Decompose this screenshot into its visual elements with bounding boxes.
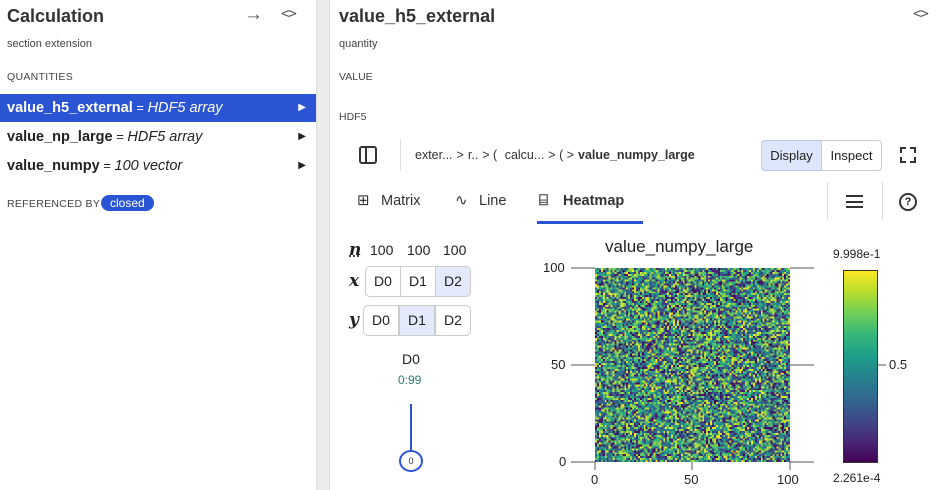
toolbar-divider xyxy=(827,182,828,220)
toolbar-divider xyxy=(882,182,883,220)
colorbar-mid-label: 0.5 xyxy=(889,357,908,372)
quantity-type: HDF5 array xyxy=(147,100,223,116)
arrow-right-icon[interactable]: → xyxy=(244,4,263,25)
code-icon[interactable]: <> xyxy=(281,6,297,22)
line-chart-icon: ∿ xyxy=(455,192,468,209)
x-tick-label: 0 xyxy=(591,472,599,487)
dim-size: 100 xyxy=(443,242,467,258)
quantity-type: HDF5 array xyxy=(127,129,203,145)
tab-heatmap[interactable]: ⌸ Heatmap xyxy=(537,184,643,224)
x-dim-button-d1[interactable]: D1 xyxy=(400,266,436,297)
y-tick-label: 50 xyxy=(551,357,566,372)
inspect-toggle-button[interactable]: Inspect xyxy=(821,140,882,171)
caret-right-icon: ▶ xyxy=(298,102,306,113)
colorbar-max-label: 9.998e-1 xyxy=(833,247,881,261)
dim-x-label: x xyxy=(349,271,360,291)
section-label-quantities: QUANTITIES xyxy=(7,71,74,83)
colorbar xyxy=(843,270,878,463)
tab-matrix[interactable]: ⊞ Matrix xyxy=(355,184,445,224)
caret-right-icon: ▶ xyxy=(298,131,306,142)
slider-dim-label: D0 xyxy=(402,351,420,367)
quantity-equals: = xyxy=(132,100,148,115)
breadcrumb-item[interactable]: calcu... xyxy=(504,148,545,162)
chevron-right-icon: > ( xyxy=(482,148,501,162)
hdf5-label: HDF5 xyxy=(339,111,367,123)
tab-label: Heatmap xyxy=(563,193,625,209)
matrix-icon: ⊞ xyxy=(357,192,370,209)
left-panel: Calculation → <> section extension QUANT… xyxy=(0,0,316,490)
referenced-by-badge[interactable]: closed xyxy=(101,195,154,211)
quantity-name: value_h5_external xyxy=(7,100,133,116)
slider-range: 0:99 xyxy=(398,373,422,387)
y-dim-button-d1[interactable]: D1 xyxy=(399,305,435,336)
breadcrumb: exter... > r.. > ( calcu... > ( > value_numpy… xyxy=(415,148,695,162)
y-tick-label: 100 xyxy=(543,260,565,275)
help-icon[interactable]: ? xyxy=(899,193,917,211)
value-label: VALUE xyxy=(339,71,373,83)
quantity-equals: = xyxy=(99,158,115,173)
x-dim-button-d0[interactable]: D0 xyxy=(365,266,401,297)
heatmap-plot: value_numpy_large 100 50 0 0 50 100 9.99… xyxy=(519,232,937,490)
quantity-type: 100 vector xyxy=(114,158,183,174)
colorbar-min-label: 2.261e-4 xyxy=(833,471,881,485)
quantity-name: value_np_large xyxy=(7,129,113,145)
dim-size: 100 xyxy=(407,242,431,258)
x-dim-button-d2[interactable]: D2 xyxy=(435,266,471,297)
y-tick-label: 0 xyxy=(559,454,567,469)
tab-label: Line xyxy=(479,193,507,209)
dim-size: 100 xyxy=(370,242,394,258)
quantity-subtitle: quantity xyxy=(339,38,378,50)
breadcrumb-item[interactable]: r.. xyxy=(467,148,479,162)
fullscreen-icon[interactable] xyxy=(900,147,916,163)
y-dim-button-d0[interactable]: D0 xyxy=(363,305,399,336)
x-tick-label: 100 xyxy=(777,472,799,487)
tab-line[interactable]: ∿ Line xyxy=(453,184,533,224)
display-toggle-button[interactable]: Display xyxy=(761,140,822,171)
quantity-name: value_numpy xyxy=(7,158,100,174)
chevron-right-icon: > xyxy=(456,148,464,162)
dim-y-label: y xyxy=(349,310,359,330)
map-icon: ⌸ xyxy=(539,192,549,209)
panel-subtitle: section extension xyxy=(7,38,92,50)
quantity-equals: = xyxy=(112,129,128,144)
menu-icon[interactable] xyxy=(846,195,863,208)
breadcrumb-item[interactable]: exter... xyxy=(415,148,453,162)
panel-title: Calculation xyxy=(7,6,105,26)
slider-thumb[interactable]: 0 xyxy=(399,450,423,472)
code-icon[interactable]: <> xyxy=(913,6,929,22)
x-tick-label: 50 xyxy=(684,472,699,487)
heatmap-canvas[interactable] xyxy=(595,268,790,462)
referenced-by-label: REFERENCED BY xyxy=(7,198,101,210)
caret-right-icon: ▶ xyxy=(298,160,306,171)
right-panel: value_h5_external <> quantity VALUE HDF5… xyxy=(331,0,937,490)
slider-track[interactable] xyxy=(410,404,412,452)
chevron-right-icon: > ( > xyxy=(548,148,575,162)
toolbar-divider xyxy=(400,139,401,171)
quantity-item-value-numpy[interactable]: value_numpy = 100 vector ▶ xyxy=(0,152,316,180)
quantity-item-value-np-large[interactable]: value_np_large = HDF5 array ▶ xyxy=(0,123,316,151)
dim-n-label: n xyxy=(349,240,362,260)
quantity-item-value-h5-external[interactable]: value_h5_external = HDF5 array ▶ xyxy=(0,94,316,122)
breadcrumb-current: value_numpy_large xyxy=(578,148,695,162)
quantity-title: value_h5_external xyxy=(339,6,496,26)
heatmap-axes xyxy=(571,267,886,470)
y-dim-button-d2[interactable]: D2 xyxy=(435,305,471,336)
tab-label: Matrix xyxy=(381,193,421,209)
chart-title: value_numpy_large xyxy=(605,237,754,256)
panel-resize-handle[interactable] xyxy=(316,0,330,490)
sidebar-toggle-icon[interactable] xyxy=(359,146,377,164)
